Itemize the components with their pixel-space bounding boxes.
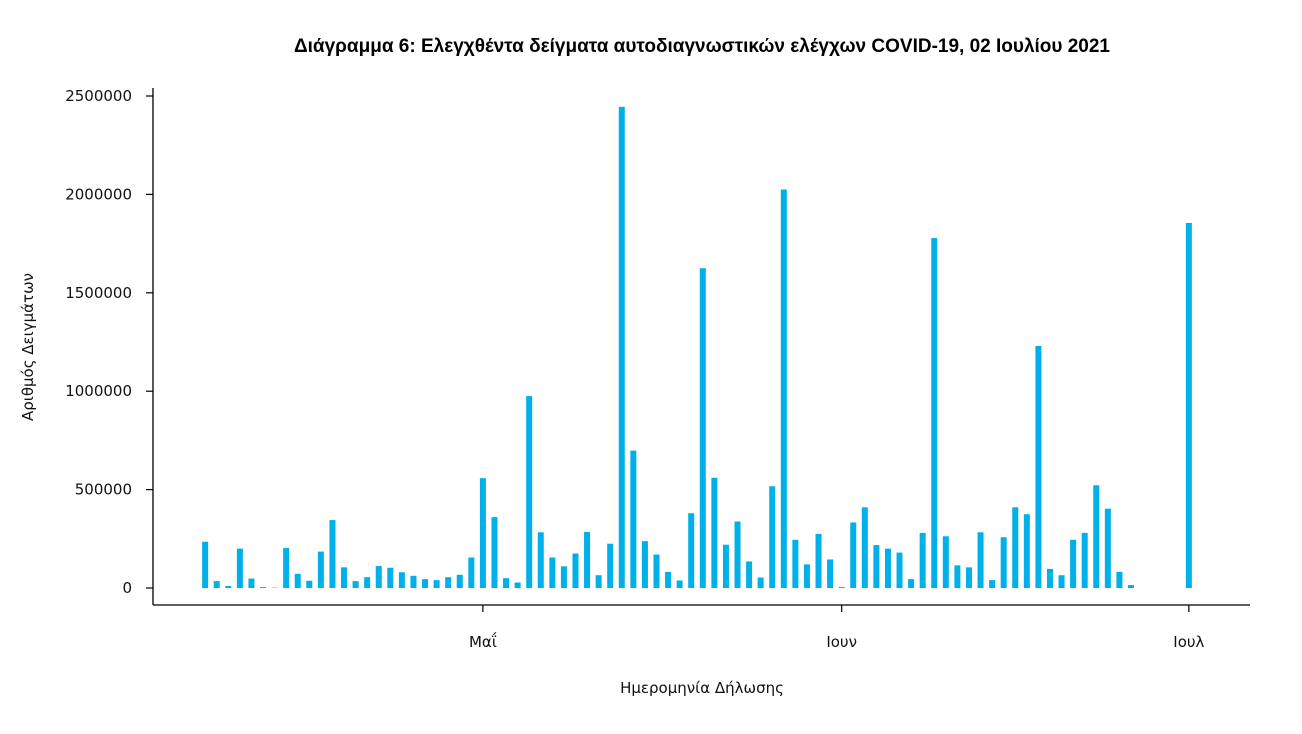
bar-2021-06-20 [1058,575,1065,588]
bar-2021-07-01 [1185,222,1192,588]
bar-2021-04-08 [213,581,220,588]
bar-2021-04-07 [202,541,209,588]
bar-2021-06-16 [1012,507,1019,588]
bar-2021-05-30 [815,533,822,588]
bar-2021-04-18 [329,520,336,588]
bar-2021-06-23 [1093,485,1100,588]
bar-2021-05-01 [479,478,486,588]
bar-2021-05-02 [491,517,498,588]
bar-2021-04-11 [248,578,255,588]
bar-2021-06-01 [838,587,845,588]
y-tick-label: 2500000 [65,87,132,105]
bar-2021-05-16 [653,554,660,588]
bar-2021-04-16 [306,580,313,588]
bar-2021-05-28 [792,539,799,588]
bar-2021-06-25 [1116,571,1123,588]
bar-2021-05-12 [607,543,614,588]
bar-2021-05-20 [699,268,706,588]
bar-2021-04-09 [225,586,232,588]
bar-2021-05-17 [665,571,672,588]
bar-2021-04-12 [260,587,267,588]
bar-2021-05-25 [757,577,764,588]
bar-2021-05-18 [676,580,683,588]
bar-2021-05-29 [803,564,810,588]
x-axis-ticks: Μαΐ Ιουν Ιουλ [469,605,1205,651]
bar-2021-04-20 [352,581,359,588]
bar-2021-06-09 [931,238,938,588]
bar-2021-04-25 [410,575,417,588]
y-tick-label: 500000 [75,481,132,499]
bar-2021-06-24 [1104,508,1111,588]
bar-2021-05-24 [746,561,753,588]
bar-2021-06-18 [1035,345,1042,588]
bar-2021-06-15 [1000,537,1007,588]
bar-2021-04-22 [375,565,382,588]
bar-2021-04-28 [445,577,452,588]
bar-2021-04-23 [387,567,394,588]
bar-2021-06-03 [861,507,868,588]
bar-2021-06-07 [908,579,915,588]
bar-2021-04-15 [294,573,301,588]
bar-2021-05-23 [734,521,741,588]
bar-2021-05-27 [780,189,787,589]
y-tick-label: 0 [122,579,132,597]
bar-2021-05-04 [514,582,521,588]
y-tick-label: 1500000 [65,284,132,302]
bar-2021-06-11 [954,565,961,588]
bar-2021-05-08 [560,566,567,588]
bar-2021-06-19 [1046,568,1053,588]
bar-2021-04-27 [433,580,440,588]
bar-2021-06-10 [942,536,949,588]
bar-2021-04-24 [398,572,405,588]
bar-2021-06-12 [965,567,972,588]
bar-2021-04-29 [456,574,463,588]
x-tick-label: Μαΐ [469,631,497,651]
chart-title: Διάγραμμα 6: Ελεγχθέντα δείγματα αυτοδια… [293,36,1111,57]
bar-2021-05-09 [572,553,579,588]
bar-2021-05-05 [526,396,533,588]
bar-2021-04-30 [468,557,475,588]
bar-2021-06-06 [896,552,903,588]
bar-2021-06-05 [884,548,891,588]
bar-2021-05-13 [618,106,625,588]
bar-2021-04-19 [341,567,348,588]
x-axis-title: Ημερομηνία Δήλωσης [620,679,784,697]
x-tick-label: Ιουν [826,633,857,651]
bar-2021-05-14 [630,450,637,588]
bar-2021-06-02 [850,522,857,588]
bar-2021-06-04 [873,545,880,588]
bar-2021-05-10 [584,531,591,588]
bar-2021-05-03 [503,578,510,588]
bar-2021-04-26 [422,579,429,588]
y-tick-label: 2000000 [65,185,132,203]
bar-2021-06-17 [1023,514,1030,588]
y-axis-ticks: 0 500000 1000000 1500000 2000000 2500000 [65,87,153,597]
bar-2021-05-26 [769,486,776,588]
bar-2021-05-22 [722,544,729,588]
bar-2021-05-19 [688,513,695,588]
bar-2021-06-26 [1127,585,1134,588]
bar-2021-05-21 [711,477,718,588]
y-tick-label: 1000000 [65,382,132,400]
bar-2021-04-21 [364,577,371,588]
bar-2021-04-10 [236,548,243,588]
bar-2021-05-15 [641,541,648,588]
y-axis-title: Αριθμός Δειγμάτων [19,273,37,421]
bar-2021-06-08 [919,532,926,588]
bar-2021-06-22 [1081,532,1088,588]
bar-2021-06-14 [989,580,996,588]
bar-2021-05-31 [827,559,834,588]
bar-2021-05-11 [595,575,602,588]
x-tick-label: Ιουλ [1173,633,1204,651]
bars-group [202,106,1192,589]
bar-2021-06-21 [1070,539,1077,588]
bar-2021-06-13 [977,532,984,588]
bar-2021-05-06 [537,532,544,588]
bar-2021-04-17 [317,551,324,588]
bar-2021-05-07 [549,557,556,588]
bar-2021-04-14 [283,548,290,588]
